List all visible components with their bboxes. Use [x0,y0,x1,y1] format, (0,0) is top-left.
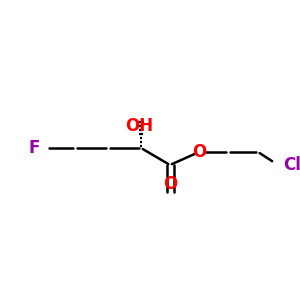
Text: O: O [192,143,206,161]
Text: F: F [28,139,40,157]
Text: OH: OH [125,117,153,135]
Text: O: O [163,175,177,193]
Text: Cl: Cl [283,156,300,174]
